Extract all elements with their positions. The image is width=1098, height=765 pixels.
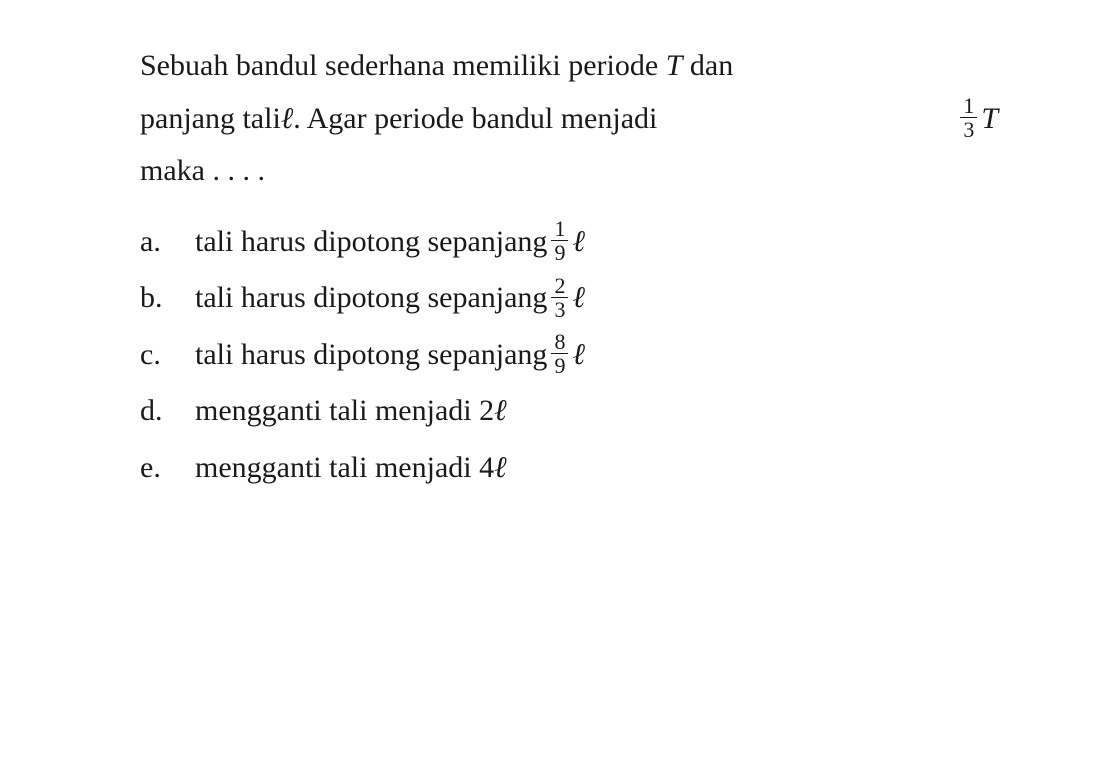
option-text: mengganti tali menjadi 2ℓ (195, 385, 507, 438)
q-text-2: dan (682, 49, 733, 82)
question-line-3: maka . . . . (140, 145, 998, 198)
question-line-2: panjang tali ℓ . Agar periode bandul men… (140, 93, 998, 146)
option-text-content: tali harus dipotong sepanjang (195, 272, 547, 325)
option-label: e. (140, 442, 195, 495)
fraction-numerator: 1 (551, 217, 568, 240)
option-text-content: mengganti tali menjadi 2 (195, 385, 494, 438)
fraction-denominator: 9 (551, 240, 568, 264)
fraction-one-third: 1 3 (960, 94, 977, 141)
fraction-denominator: 3 (960, 117, 977, 141)
q-text-4: . Agar periode bandul menjadi (293, 93, 657, 146)
option-label: b. (140, 272, 195, 325)
fraction-numerator: 2 (551, 274, 568, 297)
variable-T: T (666, 49, 683, 82)
option-text-content: tali harus dipotong sepanjang (195, 329, 547, 382)
q-text-1: Sebuah bandul sederhana memiliki periode (140, 49, 666, 82)
option-text-content: mengganti tali menjadi 4 (195, 442, 494, 495)
option-d: d. mengganti tali menjadi 2ℓ (140, 385, 998, 438)
option-label: d. (140, 385, 195, 438)
option-label: a. (140, 216, 195, 269)
fraction-numerator: 8 (551, 330, 568, 353)
fraction-two-thirds: 2 3 (551, 274, 568, 321)
option-a: a. tali harus dipotong sepanjang 1 9 ℓ (140, 216, 998, 269)
q-text-3: panjang tali (140, 93, 281, 146)
option-text: mengganti tali menjadi 4ℓ (195, 442, 507, 495)
fraction-denominator: 3 (551, 297, 568, 321)
question-stem: Sebuah bandul sederhana memiliki periode… (140, 40, 998, 198)
option-text: tali harus dipotong sepanjang 1 9 ℓ (195, 216, 585, 269)
variable-ell: ℓ (494, 385, 507, 438)
option-text: tali harus dipotong sepanjang 2 3 ℓ (195, 272, 585, 325)
fraction-denominator: 9 (551, 353, 568, 377)
variable-ell: ℓ (572, 329, 585, 382)
fraction-numerator: 1 (960, 94, 977, 117)
option-text: tali harus dipotong sepanjang 8 9 ℓ (195, 329, 585, 382)
variable-ell: ℓ (494, 442, 507, 495)
fraction-one-ninth: 1 9 (551, 217, 568, 264)
option-e: e. mengganti tali menjadi 4ℓ (140, 442, 998, 495)
options-list: a. tali harus dipotong sepanjang 1 9 ℓ b… (140, 216, 998, 495)
question-line-1: Sebuah bandul sederhana memiliki periode… (140, 40, 998, 93)
fraction-eight-ninths: 8 9 (551, 330, 568, 377)
option-text-content: tali harus dipotong sepanjang (195, 216, 547, 269)
variable-ell: ℓ (281, 93, 294, 146)
variable-ell: ℓ (572, 272, 585, 325)
option-label: c. (140, 329, 195, 382)
variable-ell: ℓ (572, 216, 585, 269)
option-c: c. tali harus dipotong sepanjang 8 9 ℓ (140, 329, 998, 382)
variable-T: T (981, 93, 998, 146)
option-b: b. tali harus dipotong sepanjang 2 3 ℓ (140, 272, 998, 325)
